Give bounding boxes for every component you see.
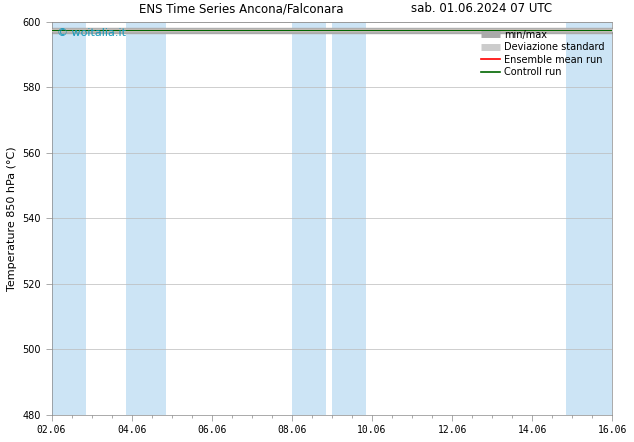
Text: sab. 01.06.2024 07 UTC: sab. 01.06.2024 07 UTC [411,2,552,15]
Bar [600,22,612,415]
Bar [51,22,86,415]
Text: ENS Time Series Ancona/Falconara: ENS Time Series Ancona/Falconara [139,2,343,15]
Bar [332,22,366,415]
Legend: min/max, Deviazione standard, Ensemble mean run, Controll run: min/max, Deviazione standard, Ensemble m… [478,27,607,80]
Y-axis label: Temperature 850 hPa (°C): Temperature 850 hPa (°C) [7,146,17,291]
Bar [566,22,600,415]
Text: © woitalia.it: © woitalia.it [57,28,126,38]
Bar [126,22,165,415]
Bar [292,22,326,415]
